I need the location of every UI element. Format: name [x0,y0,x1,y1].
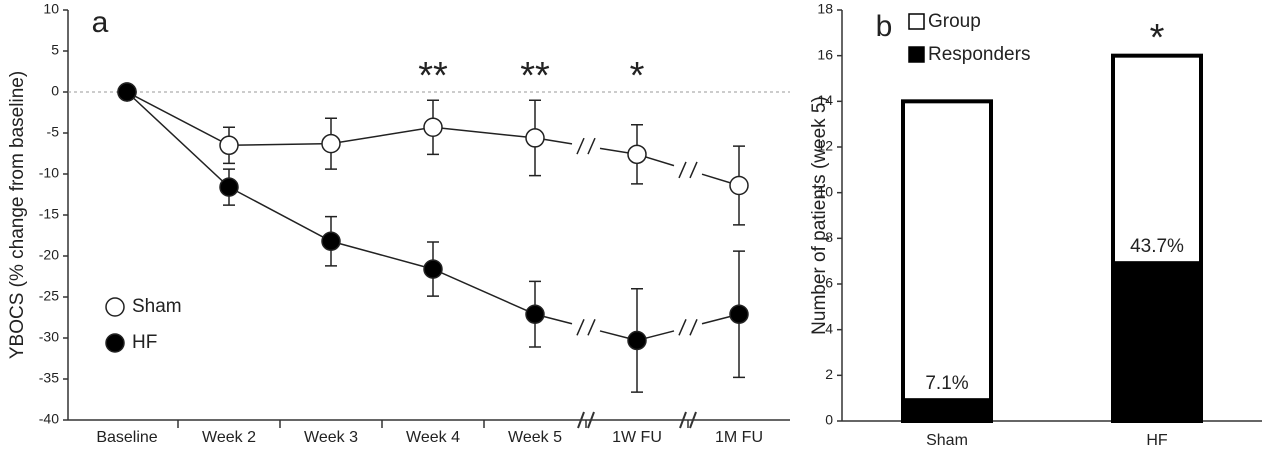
segment-break [576,319,596,336]
legend-swatch [908,13,925,30]
x-tick-label: Week 2 [202,429,256,446]
y-tick-label: -15 [39,206,59,222]
marker [321,133,341,154]
y-tick-label: 16 [817,46,833,62]
y-tick-label: 10 [43,1,59,17]
percent-label: 7.1% [925,373,968,394]
segment-break [576,137,596,155]
y-tick-label: -40 [39,411,59,427]
marker [627,330,647,351]
y-tick-label: 5 [51,42,59,58]
x-tick-label: Week 5 [508,429,562,446]
y-tick-label: 12 [817,138,833,154]
y-tick-label: -5 [47,124,60,140]
y-tick-label: -35 [39,370,59,386]
y-tick-label: 6 [825,275,833,291]
y-tick-label: 4 [825,320,833,336]
marker [219,135,239,156]
x-tick-label: 1M FU [715,429,763,446]
panel-label: b [876,10,893,43]
x-tick-label: Sham [926,432,968,449]
y-tick-label: -10 [39,165,59,181]
legend-label: Responders [928,44,1030,65]
x-tick-label: Baseline [96,429,157,446]
significance: * [1150,17,1165,59]
legend-marker [105,333,125,353]
marker [423,117,443,138]
y-tick-label: 0 [825,412,833,428]
legend-label: Sham [132,296,182,317]
marker [729,175,749,196]
x-tick-label: Week 4 [406,429,460,446]
significance: ** [418,55,448,97]
marker [525,128,545,148]
segment-break [678,161,698,179]
marker [627,144,647,165]
bar [1115,261,1199,421]
legend-label: Group [928,11,981,32]
panel-label: a [92,6,109,39]
axis-break [679,411,697,429]
marker [219,177,239,197]
y-tick-label: -25 [39,288,59,304]
y-axis-label: YBOCS (% change from baseline) [7,71,28,359]
y-tick-label: 14 [817,92,833,108]
marker [423,259,443,279]
axis-break [577,411,595,429]
legend-swatch [908,46,925,63]
y-tick-label: -20 [39,247,59,263]
legend-marker [105,297,125,317]
bar [901,99,993,423]
percent-label: 43.7% [1130,236,1184,257]
x-tick-label: HF [1146,432,1168,449]
segment-break [678,319,698,336]
marker [321,231,341,251]
marker [729,304,749,324]
significance: ** [520,55,550,97]
x-tick-label: Week 3 [304,429,358,446]
marker [525,304,545,324]
y-tick-label: 8 [825,229,833,245]
significance: * [630,55,645,97]
y-tick-label: 18 [817,1,833,17]
y-tick-label: 2 [825,366,833,382]
bar [905,398,989,421]
y-tick-label: 0 [51,83,59,99]
y-tick-label: 10 [817,183,833,199]
x-tick-label: 1W FU [612,429,662,446]
y-axis-label: Number of patients (week 5) [809,96,830,335]
legend-label: HF [132,332,157,353]
y-tick-label: -30 [39,329,59,345]
marker [117,82,137,102]
